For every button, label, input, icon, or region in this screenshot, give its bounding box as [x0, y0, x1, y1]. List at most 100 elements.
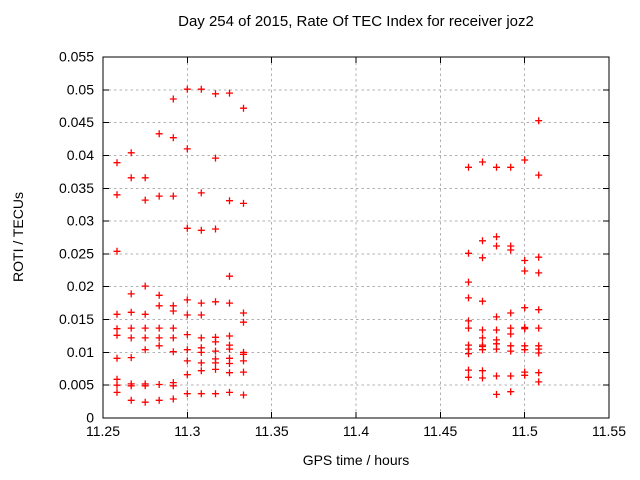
data-point-marker	[507, 246, 515, 254]
data-point-marker	[507, 330, 515, 338]
data-point-marker	[197, 226, 205, 234]
data-point-marker	[465, 350, 472, 358]
data-point-marker	[113, 191, 121, 199]
data-point-marker	[183, 357, 191, 365]
data-point-marker	[183, 331, 191, 339]
data-point-marker	[479, 334, 486, 342]
data-point-marker	[465, 249, 472, 257]
data-point-marker	[240, 199, 247, 207]
data-point-marker	[507, 347, 515, 355]
data-point-marker	[212, 338, 219, 346]
data-point-marker	[197, 334, 205, 342]
data-point-marker	[521, 371, 529, 379]
data-point-marker	[127, 308, 135, 316]
data-point-marker	[535, 378, 543, 386]
data-point-marker	[113, 331, 121, 339]
data-point-marker	[183, 145, 191, 153]
data-point-marker	[493, 345, 500, 353]
y-tick-label: 0.015	[59, 311, 94, 327]
data-point-marker	[155, 192, 163, 200]
data-point-marker	[479, 158, 486, 166]
data-point-marker	[521, 257, 529, 264]
y-tick-label: 0.045	[59, 114, 94, 130]
data-point-marker	[226, 299, 233, 307]
data-point-marker	[493, 390, 500, 398]
data-point-marker	[521, 304, 529, 312]
x-tick-label: 11.55	[592, 423, 626, 439]
y-tick-label: 0	[86, 410, 94, 426]
data-point-marker	[212, 365, 219, 373]
data-point-marker	[535, 324, 543, 332]
data-point-marker	[507, 372, 515, 380]
data-point-marker	[113, 325, 121, 333]
data-point-marker	[155, 381, 163, 388]
data-point-marker	[212, 298, 219, 306]
data-point-marker	[183, 85, 191, 93]
data-point-marker	[212, 154, 219, 162]
x-tick-label: 11.3	[174, 423, 200, 439]
data-point-marker	[141, 196, 149, 204]
data-point-marker	[197, 390, 205, 398]
data-point-marker	[226, 345, 233, 353]
data-point-marker	[240, 104, 247, 112]
data-point-marker	[141, 310, 149, 318]
data-point-marker	[479, 254, 486, 262]
data-point-marker	[141, 346, 149, 354]
data-point-marker	[127, 324, 135, 332]
data-point-marker	[521, 346, 529, 354]
data-point-marker	[212, 90, 219, 98]
data-point-marker	[479, 326, 486, 334]
data-point-marker	[465, 317, 472, 325]
y-tick-label: 0.04	[67, 147, 94, 163]
data-point-marker	[226, 197, 233, 205]
data-point-marker	[479, 346, 486, 354]
data-point-marker	[212, 390, 219, 398]
data-point-marker	[212, 347, 219, 355]
data-point-marker	[226, 332, 233, 340]
data-point-marker	[240, 357, 247, 365]
data-point-marker	[197, 311, 205, 319]
data-point-marker	[240, 391, 247, 399]
data-point-marker	[155, 291, 163, 299]
y-tick-label: 0.025	[59, 245, 94, 261]
data-point-marker	[155, 130, 163, 138]
data-point-marker	[535, 269, 543, 277]
y-tick-label: 0.01	[67, 344, 94, 360]
data-point-marker	[226, 388, 233, 396]
data-point-marker	[183, 371, 191, 379]
data-point-marker	[226, 89, 233, 97]
data-point-marker	[113, 388, 121, 396]
data-point-marker	[113, 247, 121, 255]
data-point-marker	[479, 237, 486, 245]
data-point-marker	[493, 163, 500, 171]
x-tick-label: 11.45	[423, 423, 457, 439]
data-point-marker	[493, 326, 500, 334]
data-point-marker	[479, 297, 486, 305]
data-point-marker	[113, 159, 121, 167]
y-tick-label: 0.035	[59, 180, 94, 196]
data-point-marker	[141, 324, 149, 332]
data-point-marker	[141, 382, 149, 390]
data-point-marker	[169, 348, 177, 356]
data-point-marker	[240, 368, 247, 376]
x-tick-label: 11.4	[343, 423, 369, 439]
data-point-marker	[507, 388, 515, 396]
y-tick-label: 0.02	[67, 278, 94, 294]
data-point-marker	[141, 174, 149, 182]
data-point-marker	[507, 163, 515, 171]
data-point-marker	[521, 156, 529, 164]
data-point-marker	[183, 346, 191, 354]
data-point-marker	[212, 225, 219, 233]
y-tick-label: 0.055	[59, 49, 94, 65]
data-point-marker	[465, 163, 472, 171]
y-axis-label: ROTI / TECUs	[10, 192, 26, 282]
data-point-marker	[127, 174, 135, 182]
data-point-marker	[169, 95, 177, 103]
data-point-marker	[535, 171, 543, 179]
data-point-marker	[521, 325, 529, 333]
data-point-marker	[479, 367, 486, 375]
data-point-marker	[155, 302, 163, 310]
y-tick-label: 0.05	[67, 81, 94, 97]
data-point-marker	[127, 382, 135, 390]
